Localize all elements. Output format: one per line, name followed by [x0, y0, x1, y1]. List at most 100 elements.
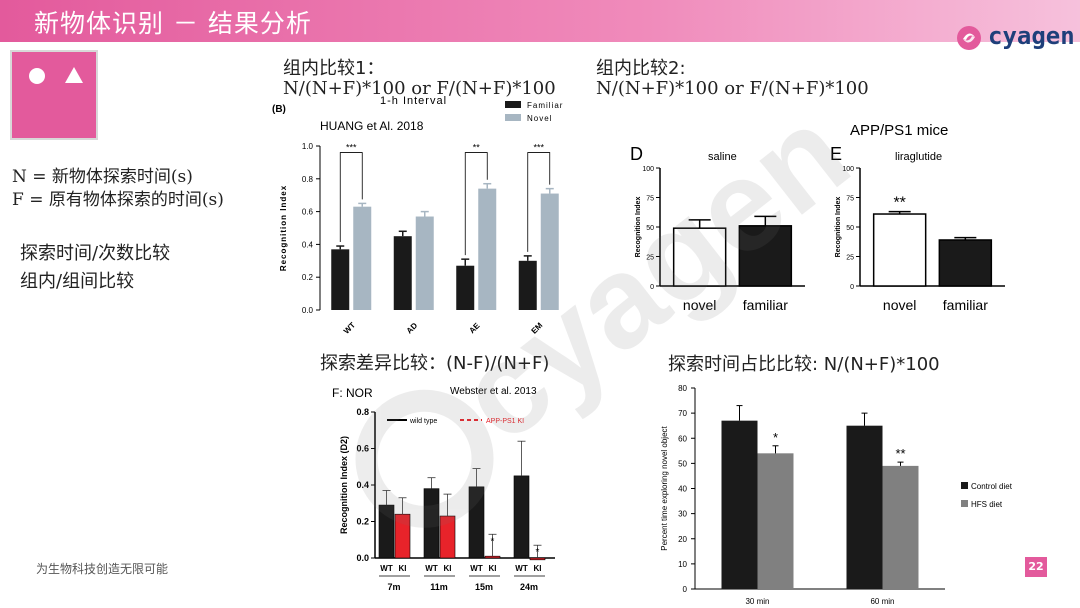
- bar-familiar: [938, 239, 993, 287]
- y-tick-label: 0.0: [302, 306, 314, 315]
- bar-AD-familiar: [393, 236, 412, 310]
- x-tick-label: KI: [534, 564, 542, 573]
- bar-7m-WT: [378, 504, 395, 559]
- y-tick-label: 0.4: [302, 240, 314, 249]
- y-tick-label: 0.2: [302, 273, 314, 282]
- x-tick-label: 30 min: [745, 597, 769, 606]
- x-tick-label: novel: [883, 297, 916, 313]
- within2-title: 组内比较2:: [596, 58, 686, 79]
- y-tick-label: 100: [842, 166, 854, 173]
- chart-annotation: HUANG et Al. 2018: [320, 119, 424, 133]
- significance-marker: ***: [533, 143, 544, 153]
- y-tick-label: 60: [678, 434, 687, 443]
- x-tick-label: AE: [467, 321, 482, 336]
- y-tick-label: 30: [678, 510, 687, 519]
- y-tick-label: 80: [678, 384, 687, 393]
- y-tick-label: 0.6: [356, 444, 369, 454]
- note-time-count: 探索时间/次数比较: [20, 243, 171, 264]
- legend-swatch: [961, 482, 968, 489]
- group-label: 7m: [387, 582, 400, 592]
- bar-AE-familiar: [456, 265, 475, 310]
- y-tick-label: 50: [846, 225, 854, 232]
- y-tick-label: 0.2: [356, 517, 369, 527]
- panel-label: F: NOR: [332, 386, 373, 400]
- x-tick-label: KI: [444, 564, 452, 573]
- y-tick-label: 0.0: [356, 553, 369, 563]
- bar-15m-WT: [468, 486, 485, 559]
- y-tick-label: 0.4: [356, 480, 369, 490]
- significance-marker: *: [773, 430, 778, 445]
- y-tick-label: 25: [846, 255, 854, 262]
- panel-subtitle: saline: [708, 151, 737, 163]
- y-tick-label: 100: [642, 166, 654, 173]
- bar-EM-novel: [540, 193, 559, 310]
- panel-letter-E: E: [830, 144, 842, 164]
- notes: 探索时间/次数比较 组内/组间比较: [20, 240, 170, 296]
- triangle-shape-icon: [65, 67, 83, 83]
- y-tick-label: 0: [850, 284, 854, 291]
- legend-swatch: [505, 101, 521, 108]
- significance-marker: **: [893, 195, 905, 212]
- significance-marker: **: [895, 446, 905, 461]
- diff-title: 探索差异比较：(N-F)/(N+F): [320, 353, 550, 374]
- significance-marker: *: [491, 536, 495, 547]
- x-tick-label: WT: [515, 564, 528, 573]
- x-tick-label: novel: [683, 297, 716, 313]
- bar-WT-novel: [353, 206, 372, 310]
- y-tick-label: 10: [678, 560, 687, 569]
- group-label: 24m: [520, 582, 538, 592]
- x-tick-label: AD: [405, 321, 420, 336]
- x-tick-label: EM: [530, 321, 545, 336]
- within2-formula: N/(N+F)*100 or F/(N+F)*100: [596, 78, 869, 99]
- y-tick-label: 0: [650, 284, 654, 291]
- x-tick-label: familiar: [743, 297, 788, 313]
- bar-EM-familiar: [518, 260, 537, 310]
- chart-de: APP/PS1 mice D saline 0 25 50 75 100 Recognition…: [630, 122, 1005, 313]
- significance-bracket: [527, 152, 551, 252]
- y-tick-label: 25: [646, 255, 654, 262]
- bar-24m-WT: [513, 475, 530, 559]
- shapes: [29, 67, 83, 84]
- slide-title: 新物体识别 － 结果分析: [34, 9, 312, 38]
- x-tick-label: KI: [399, 564, 407, 573]
- bar-60min-hfs: [882, 465, 919, 589]
- within1-formula: N/(N+F)*100 or F/(N+F)*100: [283, 78, 556, 99]
- circle-shape-icon: [29, 68, 45, 84]
- panel-subtitle: liraglutide: [895, 151, 942, 163]
- bar-AE-novel: [478, 188, 497, 310]
- y-tick-label: 20: [678, 535, 687, 544]
- def-f: F = 原有物体探索的时间(s): [12, 190, 224, 210]
- panel-label: (B): [272, 104, 286, 115]
- x-tick-label: WT: [342, 321, 357, 336]
- y-tick-label: 1.0: [302, 142, 314, 151]
- bar-familiar: [738, 225, 793, 287]
- y-tick-label: 75: [846, 196, 854, 203]
- legend-swatch: [961, 500, 968, 507]
- chart-b: (B) 1-h Interval HUANG et Al. 2018 Familiar…: [272, 96, 562, 336]
- significance-bracket: [464, 152, 488, 256]
- chart-annotation: Webster et al. 2013: [450, 386, 537, 397]
- bar-11m-KI: [439, 515, 456, 559]
- logo-text: cyagen: [988, 22, 1075, 50]
- significance-marker: **: [473, 143, 481, 153]
- bar-11m-WT: [423, 488, 440, 559]
- legend-label: APP-PS1 KI: [486, 418, 524, 425]
- y-tick-label: 0.8: [302, 175, 314, 184]
- significance-marker: *: [536, 547, 540, 558]
- y-axis-label: Percent time exploring novel object: [660, 425, 669, 550]
- within1-title: 组内比较1：: [283, 58, 385, 79]
- significance-marker: ***: [346, 143, 357, 153]
- y-axis-label: Recognition Index: [279, 185, 288, 271]
- legend-swatch: [505, 114, 521, 121]
- panel-letter-D: D: [630, 144, 643, 164]
- x-tick-label: WT: [470, 564, 483, 573]
- bar-24m-KI: [529, 557, 546, 561]
- x-tick-label: WT: [425, 564, 438, 573]
- bar-60min-control: [846, 425, 883, 589]
- y-axis-label: Recognition Index (D2): [339, 436, 349, 534]
- y-tick-label: 0.6: [302, 208, 314, 217]
- y-axis-label: Recognition Index: [635, 197, 642, 258]
- x-tick-label: 60 min: [870, 597, 894, 606]
- legend-label: Novel: [527, 114, 552, 123]
- logo-swirl-icon: [957, 26, 981, 50]
